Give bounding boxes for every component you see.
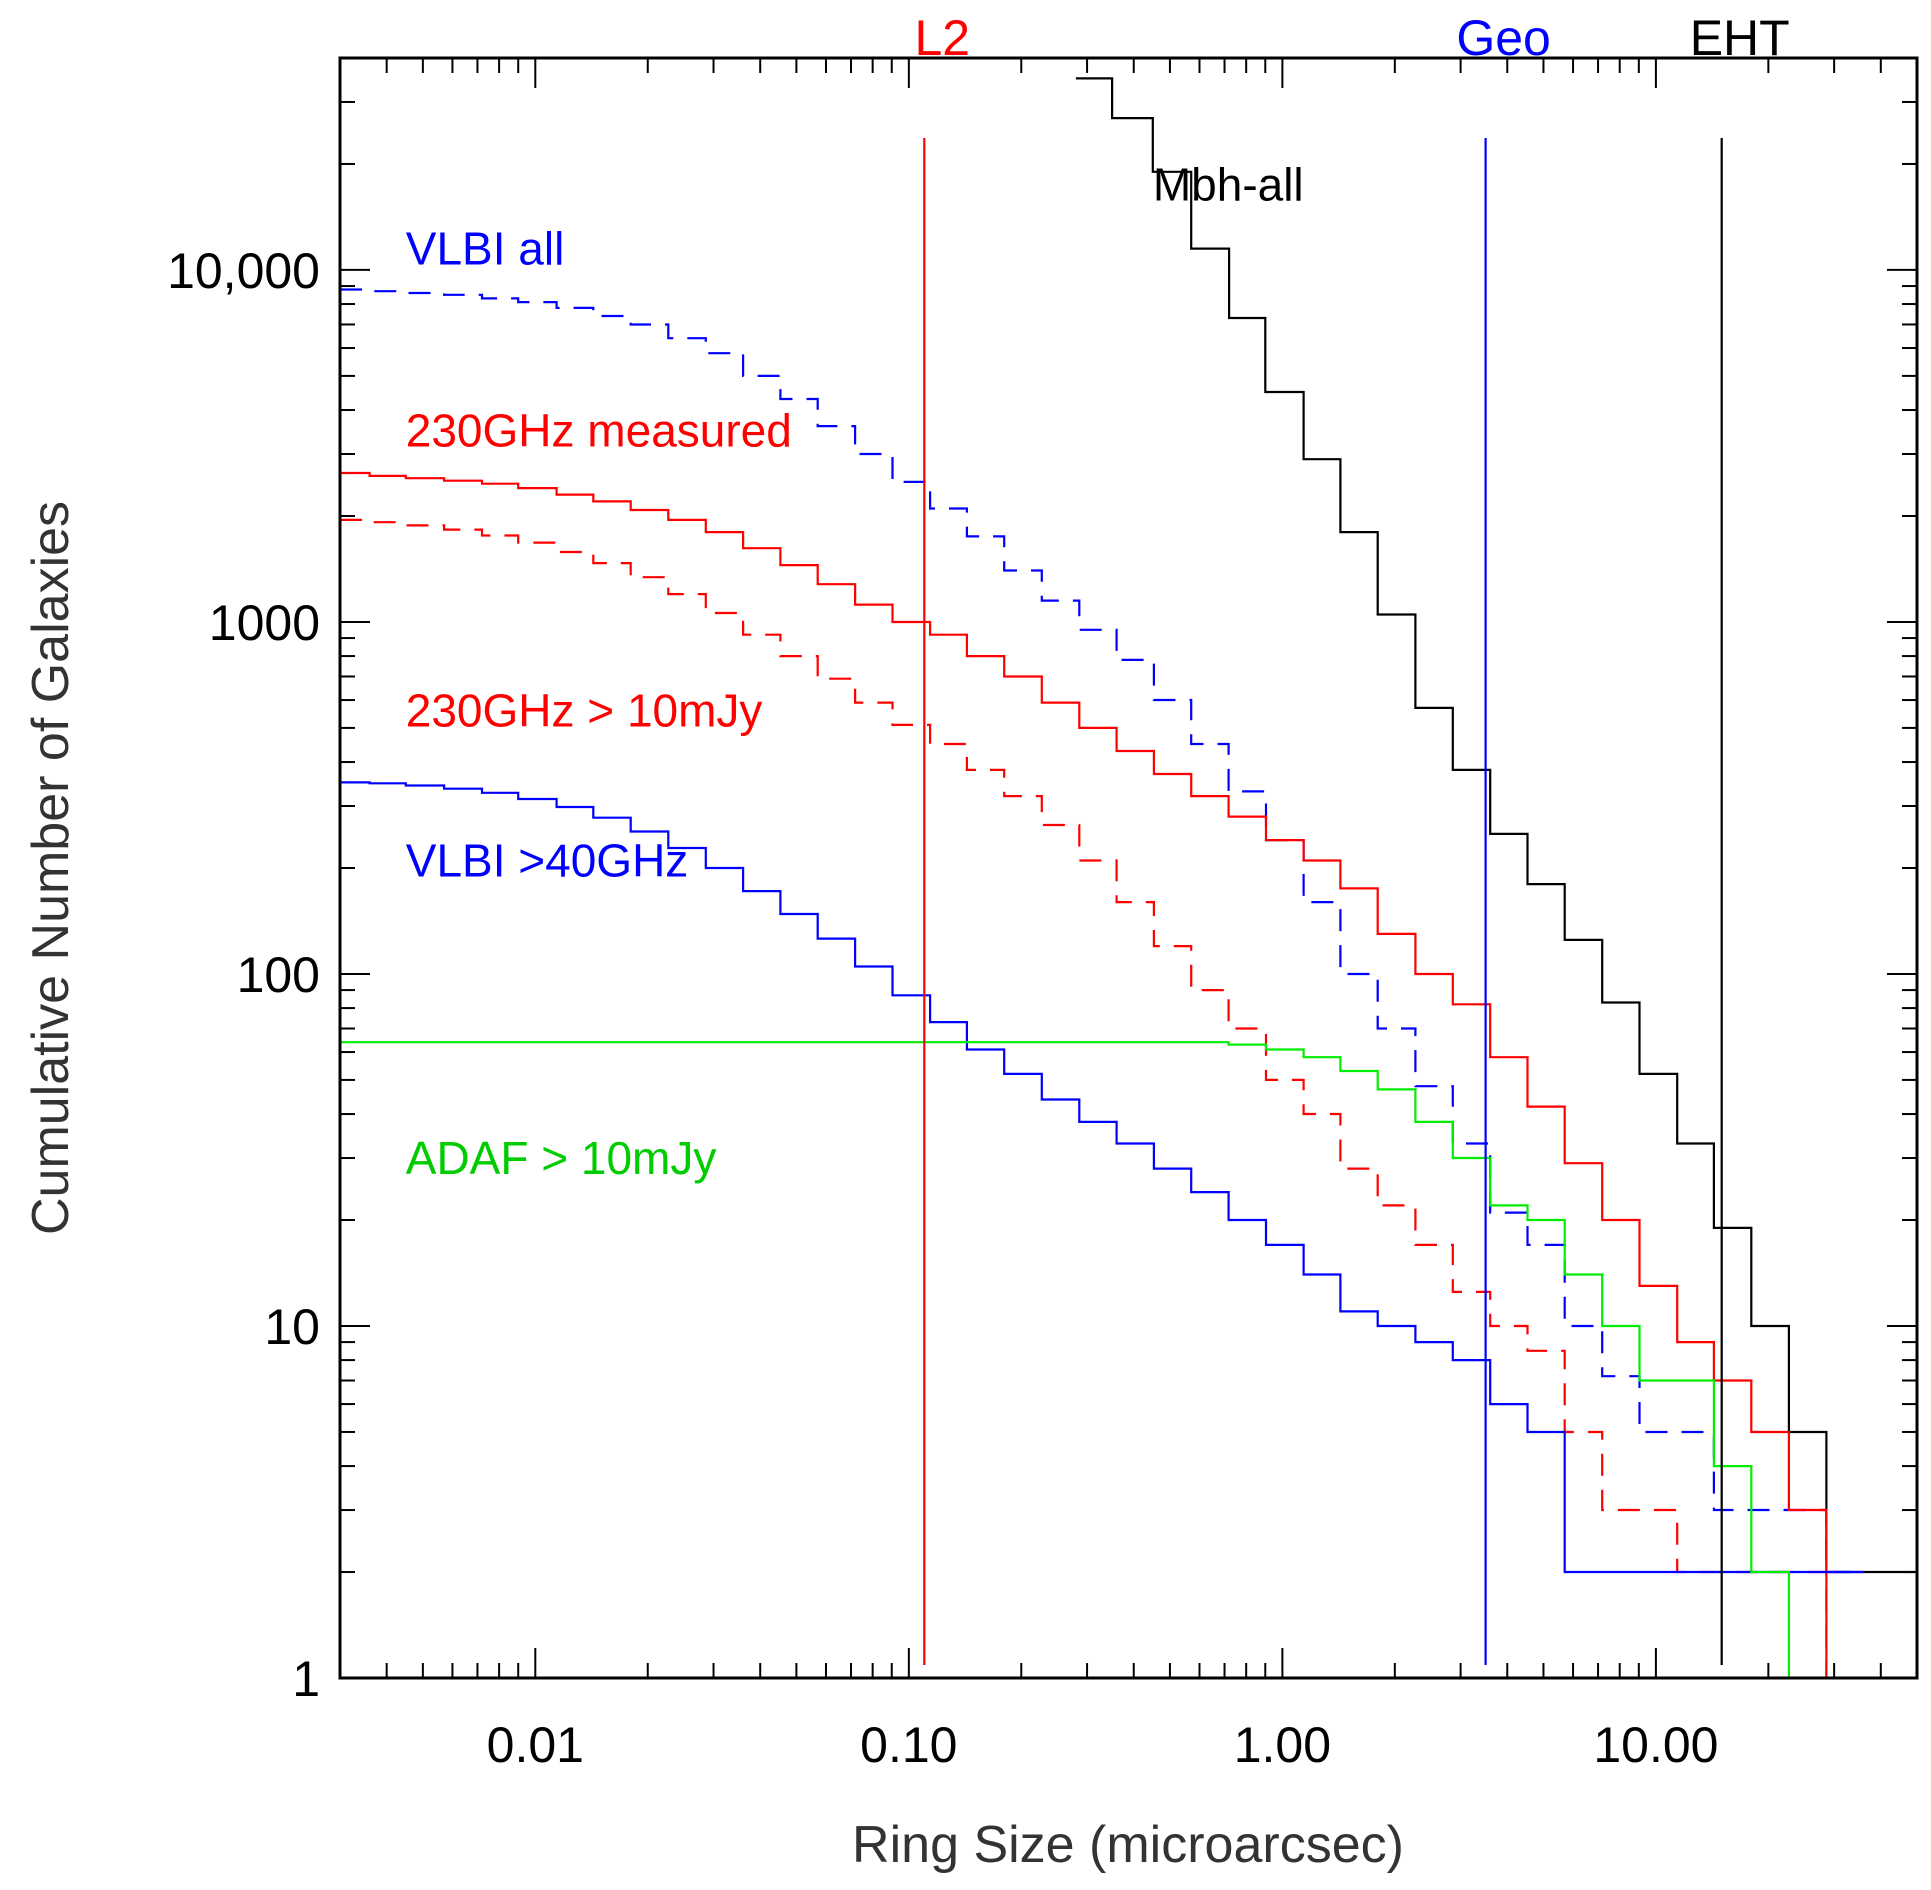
x-axis-title: Ring Size (microarcsec) <box>852 1816 1404 1874</box>
x-tick-label: 10.00 <box>1593 1717 1718 1773</box>
series-line-4 <box>340 781 1864 1574</box>
x-tick-label: 1.00 <box>1234 1717 1331 1773</box>
y-tick-label: 1 <box>292 1651 320 1707</box>
reference-label-eht: EHT <box>1690 10 1790 66</box>
series-line-2 <box>340 471 1864 1680</box>
x-tick-label: 0.10 <box>860 1717 957 1773</box>
series-line-0 <box>1075 77 1917 1574</box>
x-tick-label: 0.01 <box>487 1717 584 1773</box>
series-annotation: Mbh-all <box>1153 158 1304 210</box>
series-annotation: 230GHz > 10mJy <box>406 685 763 737</box>
series-annotation: 230GHz measured <box>406 404 792 456</box>
chart-labels: 0.01 0.10 1.00 10.00 1 10 100 1000 10,000 L2 Geo EH… <box>167 10 1790 1773</box>
plot-area <box>340 77 1917 1680</box>
y-tick-label: 10,000 <box>167 243 320 299</box>
series-annotation: VLBI >40GHz <box>406 835 689 887</box>
series-annotation: ADAF > 10mJy <box>406 1132 717 1184</box>
axis-ticks <box>339 57 1918 1679</box>
series-annotation: VLBI all <box>406 223 565 275</box>
y-axis-title: Cumulative Number of Galaxies <box>22 501 80 1235</box>
y-tick-label: 100 <box>237 947 320 1003</box>
y-tick-label: 10 <box>264 1299 320 1355</box>
series-line-3 <box>340 518 1864 1680</box>
series-line-5 <box>340 1041 1917 1680</box>
reference-label-l2: L2 <box>914 10 970 66</box>
reference-label-geo: Geo <box>1456 10 1551 66</box>
y-tick-label: 1000 <box>209 595 320 651</box>
